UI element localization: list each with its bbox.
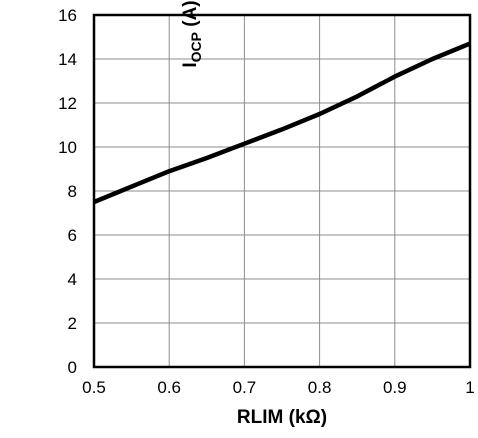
x-axis-title: RLIM (kΩ) [237,407,327,428]
y-tick-label: 4 [68,270,77,289]
x-tick-label: 0.8 [308,378,332,397]
y-tick-labels: 0 2 4 6 8 10 12 14 16 [58,6,77,377]
y-tick-label: 10 [58,138,77,157]
x-tick-label: 0.6 [157,378,181,397]
plot-frame [92,13,472,369]
series-layer [93,41,471,205]
y-axis-title-unit: (A) [180,0,201,32]
y-tick-label: 14 [58,50,77,69]
x-tick-label: 0.9 [383,378,407,397]
y-axis-title-main: I [180,62,201,67]
y-tick-label: 6 [68,226,77,245]
y-axis-title: IOCP (A) [180,0,204,67]
series-line [93,41,471,205]
y-tick-label: 12 [58,94,77,113]
x-tick-label: 1 [465,378,474,397]
y-tick-label: 8 [68,182,77,201]
y-tick-label: 0 [68,358,77,377]
x-tick-label: 0.7 [233,378,257,397]
y-axis-title-subscript: OCP [188,32,204,62]
x-tick-labels: 0.5 0.6 0.7 0.8 0.9 1 [82,378,475,397]
x-tick-label: 0.5 [82,378,106,397]
y-tick-label: 2 [68,314,77,333]
y-tick-label: 16 [58,6,77,25]
